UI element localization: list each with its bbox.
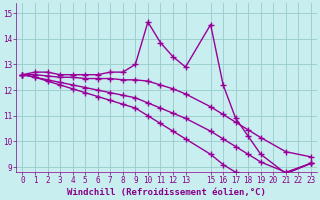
X-axis label: Windchill (Refroidissement éolien,°C): Windchill (Refroidissement éolien,°C)	[67, 188, 266, 197]
